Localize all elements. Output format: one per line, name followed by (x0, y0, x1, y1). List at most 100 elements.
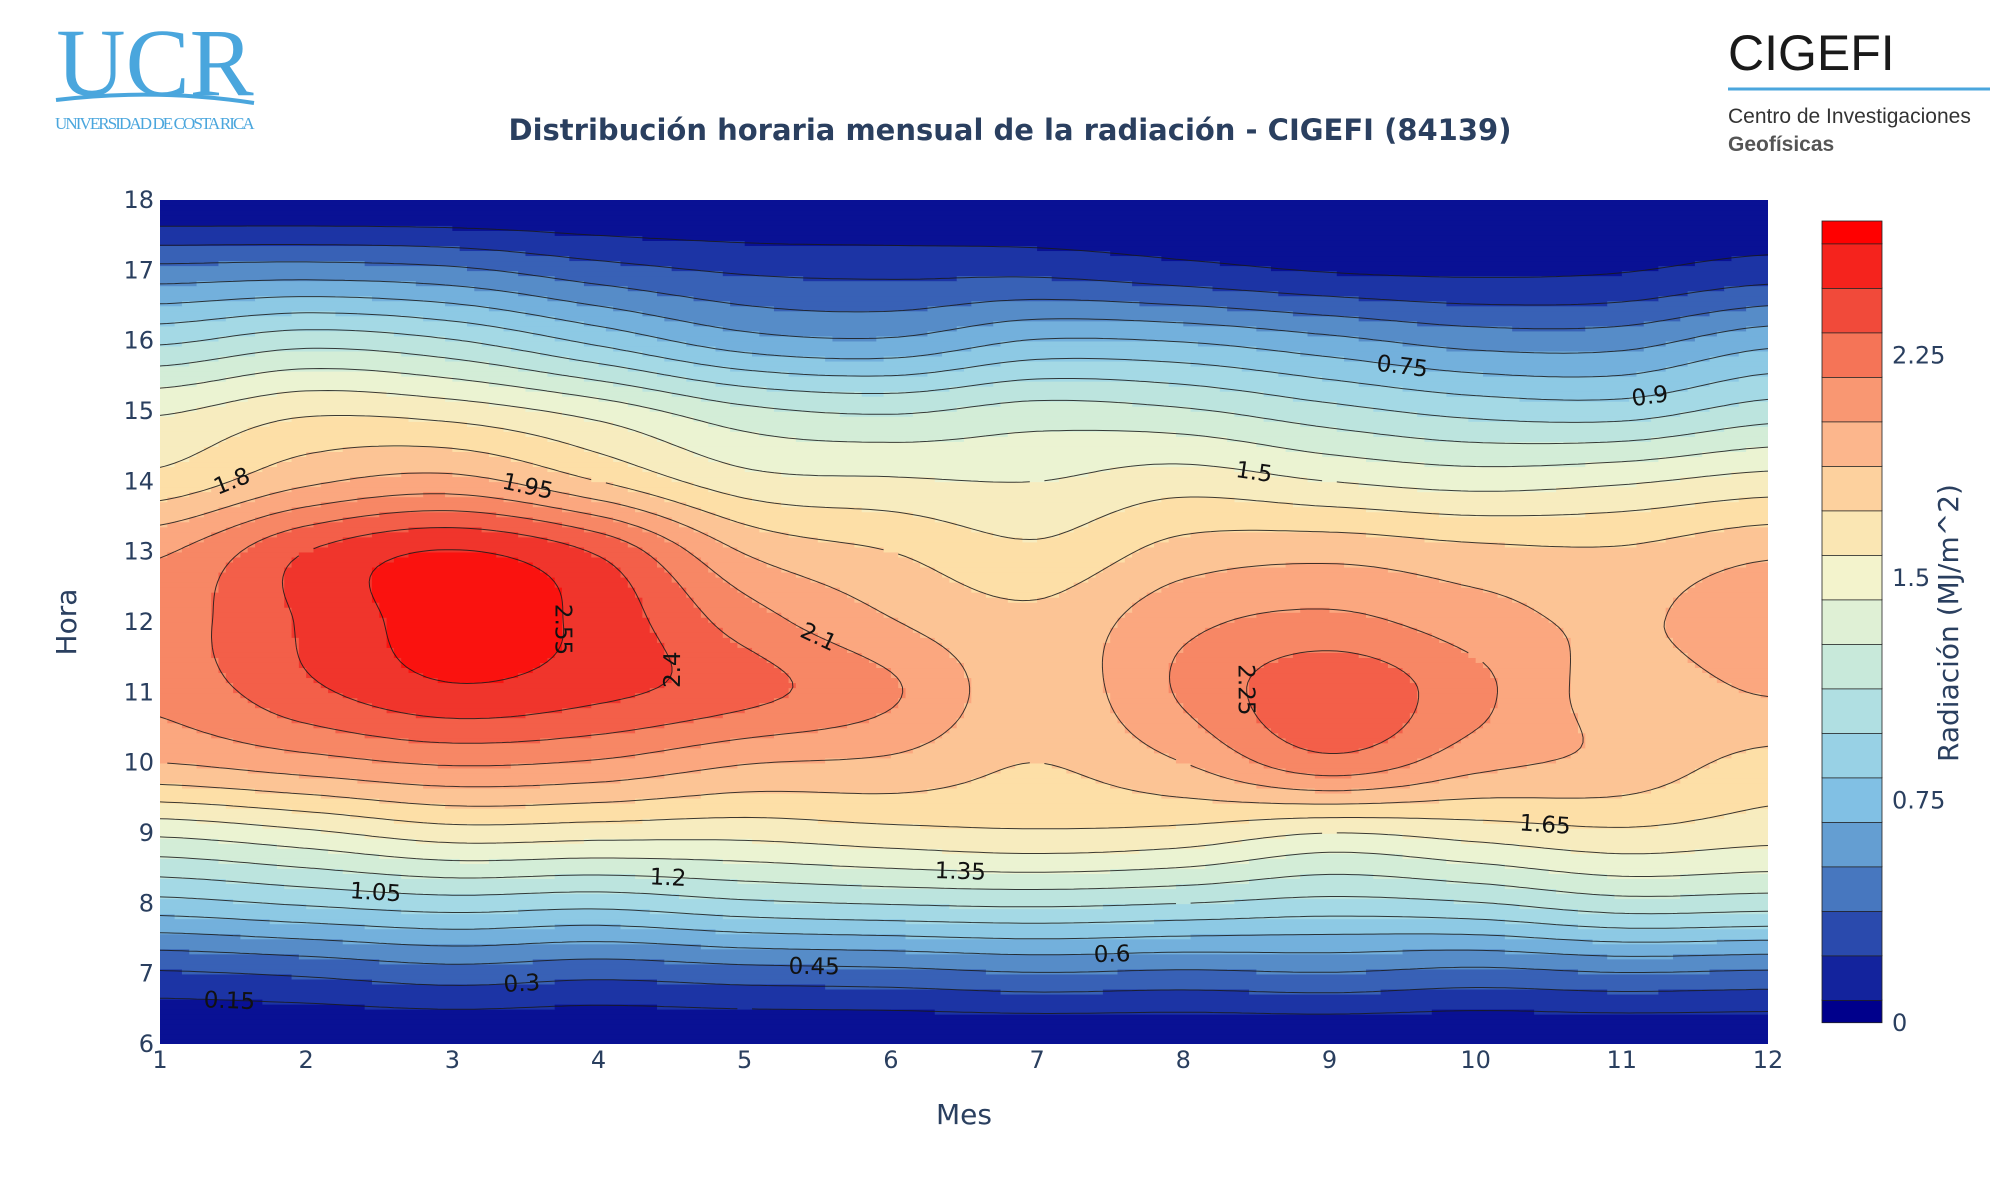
contour-band-cell (671, 677, 790, 684)
contour-band-cell (1080, 772, 1221, 779)
contour-band-cell (693, 416, 1265, 422)
contour-band-cell (1161, 255, 1733, 262)
contour-band-cell (255, 742, 702, 749)
contour-band-cell (160, 908, 402, 915)
contour-band-cell (160, 697, 249, 704)
contour-band-cell (452, 375, 585, 382)
contour-band-cell (1124, 722, 1199, 729)
contour-band-cell (562, 586, 636, 593)
contour-band-cell (1680, 647, 1768, 653)
contour-band-cell (1351, 772, 1470, 779)
contour-band-cell (1197, 632, 1433, 638)
contour-band-cell (1168, 662, 1265, 669)
contour-band-cell (788, 687, 907, 694)
contour-band-cell (642, 431, 761, 437)
contour-band-cell (1154, 541, 1506, 548)
contour-band-cell (1102, 662, 1170, 669)
contour-label-text: 2.55 (550, 604, 576, 655)
contour-band-cell (1482, 817, 1696, 824)
contour-band-cell (386, 707, 563, 714)
contour-band-cell (817, 536, 1024, 543)
contour-band-cell (371, 581, 556, 588)
contour-band-cell (708, 616, 790, 623)
contour-band-cell (569, 255, 1163, 262)
contour-band-cell (160, 576, 220, 583)
contour-band-cell (1680, 411, 1768, 417)
contour-band-cell (1095, 516, 1768, 523)
contour-band-cell (664, 642, 739, 648)
contour-line (160, 225, 1768, 1015)
contour-band-cell (1665, 390, 1768, 397)
contour-band-cell (160, 405, 198, 412)
contour-band-cell (1059, 476, 1309, 483)
contour-band-cell (898, 682, 973, 689)
contour-band-cell (1709, 405, 1768, 412)
contour-band-cell (1175, 757, 1250, 764)
contour-band-cell (160, 335, 220, 342)
contour-band-cell (364, 833, 1287, 839)
contour-band-cell (445, 300, 578, 307)
contour-band-cell (657, 556, 702, 563)
contour-band-cell (766, 385, 951, 392)
contour-band-cell (1731, 752, 1768, 759)
contour-band-cell (1263, 662, 1389, 669)
contour-band-cell (189, 360, 490, 367)
contour-band-cell (1132, 280, 1768, 287)
contour-band-cell (598, 395, 702, 402)
contour-band-cell (1336, 426, 1725, 432)
contour-band-cell (1358, 315, 1682, 322)
contour-band-cell (1504, 863, 1768, 869)
contour-band-cell (255, 350, 402, 357)
contour-band-cell (554, 978, 658, 985)
contour-band-cell (1146, 591, 1499, 598)
contour-band-cell (1102, 647, 1185, 653)
colorbar-band (1821, 554, 1883, 601)
contour-band-cell (1577, 722, 1768, 729)
contour-band-cell (291, 561, 381, 568)
contour-band-cell (657, 370, 790, 377)
contour-band-cell (160, 677, 227, 684)
contour-band-cell (233, 737, 410, 744)
contour-band-cell (649, 622, 717, 628)
contour-band-cell (730, 491, 1768, 498)
contour-band-cell (1322, 375, 1740, 382)
contour-label: 2.4 (660, 651, 686, 688)
contour-band-cell (942, 732, 1133, 739)
contour-band-cell (1110, 697, 1177, 704)
contour-band-cell (1694, 848, 1768, 854)
contour-fills (160, 200, 1768, 1044)
contour-band-cell (1446, 300, 1608, 307)
contour-label-text: 0.15 (203, 987, 255, 1015)
contour-band-cell (1190, 637, 1440, 643)
contour-band-cell (160, 973, 293, 980)
contour-band-cell (160, 551, 169, 558)
contour-band-cell (1292, 310, 1711, 317)
colorbar-tick-label: 0.75 (1892, 787, 1945, 815)
contour-band-cell (1190, 933, 1506, 940)
contour-band-cell (1439, 576, 1704, 583)
contour-band-cell (627, 541, 680, 548)
contour-band-cell (1709, 672, 1768, 679)
contour-band-cell (956, 722, 1126, 729)
contour-band-cell (1519, 903, 1768, 910)
contour-band-cell (532, 958, 666, 965)
contour-band-cell (657, 1003, 1768, 1010)
contour-band-cell (708, 486, 1418, 493)
contour-band-cell (773, 405, 958, 412)
contour-band-cell (1358, 380, 1711, 387)
contour-line (160, 312, 1768, 929)
contour-band-cell (752, 647, 848, 653)
chart-title: Distribución horaria mensual de la radia… (509, 113, 1512, 147)
contour-band-cell (1205, 863, 1506, 869)
contour-band-cell (160, 747, 286, 754)
contour-band-cell (233, 682, 322, 689)
contour-band-cell (1197, 722, 1265, 729)
contour-band-cell (752, 596, 856, 603)
contour-band-cell (1007, 431, 1177, 437)
contour-band-cell (1461, 581, 1696, 588)
contour-band-cell (160, 245, 461, 252)
contour-band-cell (635, 797, 1214, 804)
contour-band-cell (160, 210, 1768, 216)
contour-band-cell (1037, 245, 1768, 252)
contour-band-cell (357, 496, 505, 503)
